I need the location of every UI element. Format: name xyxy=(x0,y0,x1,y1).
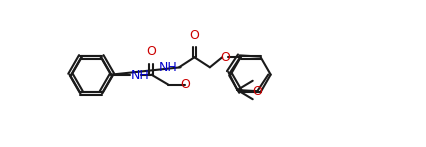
Text: O: O xyxy=(190,29,199,42)
Text: O: O xyxy=(220,51,230,64)
Text: O: O xyxy=(180,78,190,91)
Text: O: O xyxy=(252,85,262,98)
Text: NH: NH xyxy=(159,61,178,74)
Text: NH: NH xyxy=(130,69,149,82)
Text: O: O xyxy=(147,45,156,58)
